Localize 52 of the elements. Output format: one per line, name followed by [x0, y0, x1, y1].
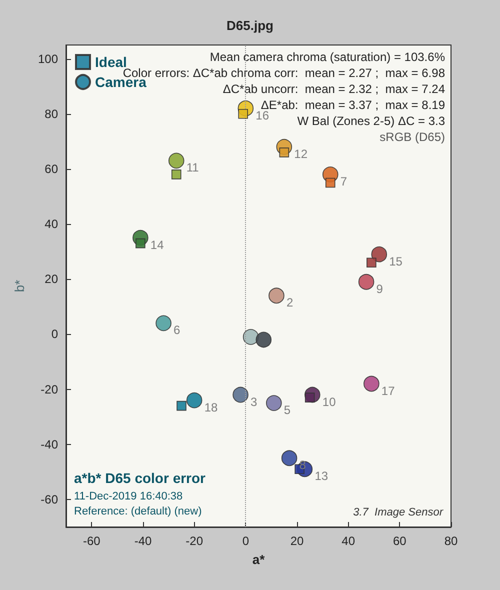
- annotation: 11-Dec-2019 16:40:38: [74, 490, 183, 502]
- x-tick-label: 20: [290, 534, 304, 548]
- x-tick-label: -60: [82, 534, 101, 548]
- point: [266, 395, 282, 411]
- annotation: 18: [204, 400, 218, 414]
- annotation: 2: [286, 296, 294, 310]
- annotation: ΔC*ab uncorr: mean = 2.32 ; max = 7.24: [222, 82, 446, 96]
- x-axis-title: a*: [252, 552, 266, 567]
- point: [256, 332, 272, 348]
- point: [156, 315, 172, 332]
- point: [358, 274, 374, 290]
- y-axis-title: b*: [12, 280, 27, 292]
- y-tick-label: 60: [44, 162, 58, 176]
- x-tick-label: -20: [186, 534, 204, 548]
- annotation: 5: [284, 403, 291, 418]
- y-tick-label: 40: [44, 217, 58, 232]
- y-tick-label: -40: [40, 437, 58, 452]
- point: [232, 386, 248, 403]
- x-tick-label: 40: [342, 534, 356, 548]
- y-tick-label: 20: [44, 272, 58, 286]
- annotation: 14: [150, 238, 164, 252]
- y-tick-label: 80: [44, 106, 58, 121]
- annotation: Mean camera chroma (saturation) = 103.6%: [210, 50, 446, 64]
- x-tick-label: -40: [134, 534, 152, 548]
- y-tick-label: 100: [38, 52, 58, 66]
- legend-label: Ideal: [95, 54, 127, 70]
- annotation: 12: [294, 146, 308, 161]
- point: [281, 450, 298, 466]
- annotation: 13: [314, 469, 328, 484]
- annotation: Reference: (default) (new): [74, 506, 202, 518]
- x-tick-label: 80: [444, 534, 458, 548]
- annotation: a*b* D65 color error: [74, 470, 206, 486]
- chart-title: D65.jpg: [226, 18, 274, 33]
- y-tick-label: 0: [51, 327, 58, 342]
- annotation: 7: [340, 174, 348, 188]
- annotation: 11: [186, 160, 200, 175]
- point: [268, 288, 284, 304]
- x-tick-label: 0: [242, 534, 250, 548]
- annotation: 17: [381, 384, 396, 398]
- point: [364, 376, 380, 392]
- y-tick-label: -60: [40, 492, 58, 506]
- annotation: 10: [322, 394, 336, 409]
- annotation: 15: [389, 254, 403, 268]
- y-tick-label: -20: [40, 382, 58, 396]
- annotation: 6: [174, 323, 181, 338]
- annotation: 9: [376, 282, 384, 296]
- point: [238, 108, 248, 119]
- annotation: sRGB (D65): [380, 130, 446, 144]
- annotation: 3: [250, 394, 258, 409]
- annotation: 3.7 Image Sensor: [353, 506, 444, 518]
- annotation: W Bal (Zones 2-5) ΔC = 3.3: [297, 114, 446, 128]
- x-tick-label: 60: [392, 534, 407, 548]
